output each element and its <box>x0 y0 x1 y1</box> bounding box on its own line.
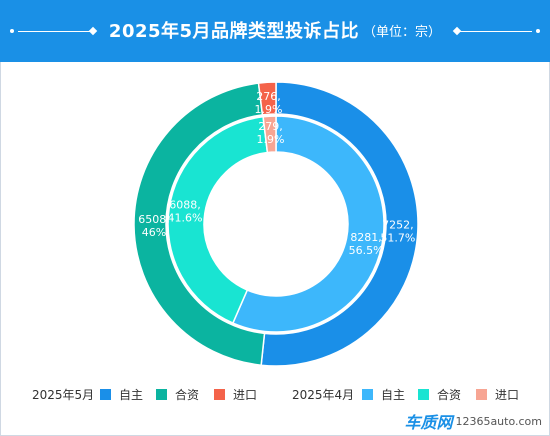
legend-swatch-icon <box>418 388 429 400</box>
legend-item-outer-1[interactable]: 合资 <box>156 384 199 404</box>
legend-item-outer-2[interactable]: 进口 <box>214 384 257 404</box>
data-label-percent: 51.7% <box>380 231 415 244</box>
brand-logo-text: 车质网 <box>404 413 453 432</box>
legend-label: 进口 <box>233 387 258 402</box>
legend-period-label: 2025年5月 <box>32 387 95 402</box>
legend-label: 合资 <box>437 387 462 402</box>
data-label-percent: 46% <box>142 226 166 239</box>
legend-item-inner-1[interactable]: 合资 <box>418 384 461 404</box>
data-label-inner-2: 279, 1.9% <box>257 120 285 146</box>
legend-label: 进口 <box>495 387 520 402</box>
legend: 2025年5月 自主 合资 进口 2025年4月 自主 合资 进口 <box>0 384 550 404</box>
title-decor-line-left <box>18 31 90 32</box>
donut-chart: 7252, 51.7%6508, 46%276, 1.9%8281, 56.5%6088… <box>133 81 419 367</box>
title-decor-line-right <box>460 31 532 32</box>
title-decor-dot-left <box>10 29 14 33</box>
legend-swatch-icon <box>156 388 167 400</box>
legend-swatch-icon <box>362 388 373 400</box>
data-label-inner-0: 8281, 56.5% <box>349 231 384 257</box>
title-decor-dot-right <box>536 29 540 33</box>
legend-label: 自主 <box>381 387 406 402</box>
legend-period-1: 2025年4月 <box>292 384 354 404</box>
legend-item-inner-0[interactable]: 自主 <box>362 384 405 404</box>
header-bar: 2025年5月品牌类型投诉占比 （单位：宗） <box>0 0 550 62</box>
data-label-percent: 56.5% <box>349 244 384 257</box>
data-labels: 7252, 51.7%6508, 46%276, 1.9%8281, 56.5%6088… <box>138 90 415 257</box>
data-label-value: 6508, <box>138 213 170 226</box>
legend-item-inner-2[interactable]: 进口 <box>476 384 519 404</box>
chart-title: 2025年5月品牌类型投诉占比 <box>108 21 360 42</box>
data-label-percent: 1.9% <box>254 103 282 116</box>
data-label-outer-1: 6508, 46% <box>138 213 170 239</box>
data-label-value: 276, <box>256 90 281 103</box>
data-label-value: 8281, <box>350 231 382 244</box>
slice-inner-2[interactable] <box>262 115 277 154</box>
brand-url: 12365auto.com <box>455 414 542 428</box>
legend-period-0: 2025年5月 <box>32 384 94 404</box>
data-label-inner-1: 6088, 41.6% <box>167 199 202 225</box>
data-label-outer-2: 276, 1.9% <box>254 90 282 116</box>
data-label-outer-0: 7252, 51.7% <box>380 218 415 244</box>
slice-inner-1[interactable] <box>167 115 269 325</box>
legend-swatch-icon <box>476 388 487 400</box>
slice-outer-2[interactable] <box>257 81 277 116</box>
legend-swatch-icon <box>214 388 225 400</box>
slice-outer-1[interactable] <box>133 82 266 367</box>
slice-inner-0[interactable] <box>231 115 385 333</box>
legend-item-outer-0[interactable]: 自主 <box>100 384 143 404</box>
data-label-percent: 41.6% <box>167 212 202 225</box>
slice-outer-0[interactable] <box>260 81 419 367</box>
legend-label: 合资 <box>175 387 200 402</box>
chart-unit: （单位：宗） <box>363 24 442 40</box>
outer-ring-2025-05 <box>133 81 419 367</box>
data-label-value: 279, <box>258 120 283 133</box>
inner-ring-2025-04 <box>167 115 385 333</box>
title-row: 2025年5月品牌类型投诉占比 （单位：宗） <box>0 10 550 50</box>
legend-period-label: 2025年4月 <box>292 387 355 402</box>
legend-label: 自主 <box>119 387 144 402</box>
data-label-percent: 1.9% <box>257 133 285 146</box>
watermark-logo: 车质网 12365auto.com <box>404 410 542 432</box>
data-label-value: 7252, <box>382 218 414 231</box>
data-label-value: 6088, <box>169 199 201 212</box>
legend-swatch-icon <box>100 388 111 400</box>
